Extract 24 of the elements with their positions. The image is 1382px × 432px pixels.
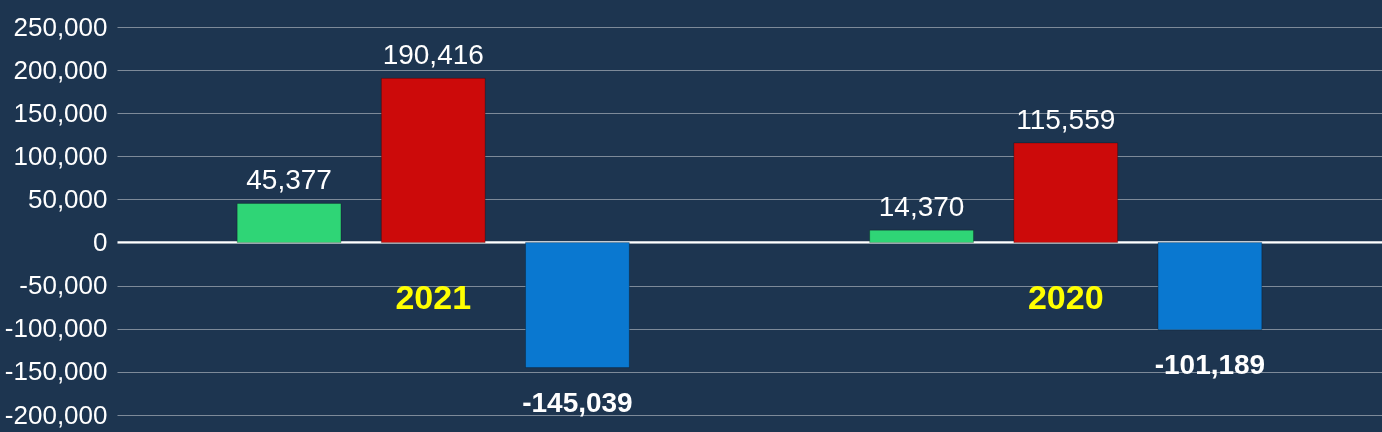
y-tick-label: -100,000 (4, 313, 108, 344)
bar (1013, 142, 1119, 244)
data-label: 14,370 (878, 191, 965, 223)
y-tick-label: 150,000 (13, 97, 108, 128)
y-tick-label: 50,000 (27, 183, 108, 214)
bar (236, 202, 342, 244)
y-tick-label: 100,000 (13, 140, 108, 171)
y-tick-label: -150,000 (4, 356, 108, 387)
bar (380, 77, 486, 244)
bar (869, 229, 974, 244)
bar (525, 242, 630, 369)
y-tick-label: 250,000 (13, 11, 108, 42)
y-tick-label: -50,000 (19, 270, 108, 301)
y-tick-label: -200,000 (4, 399, 108, 430)
data-label: -101,189 (1154, 348, 1266, 380)
data-label: 115,559 (1016, 103, 1116, 135)
x-tick-label: 2020 (1027, 278, 1104, 317)
y-tick-label: 200,000 (13, 54, 108, 85)
bar (1157, 242, 1263, 331)
y-tick-label: 0 (93, 227, 108, 258)
x-tick-label: 2021 (395, 278, 472, 317)
data-label: 45,377 (246, 164, 332, 196)
data-label: -145,039 (522, 386, 633, 418)
data-label: 190,416 (382, 39, 484, 71)
